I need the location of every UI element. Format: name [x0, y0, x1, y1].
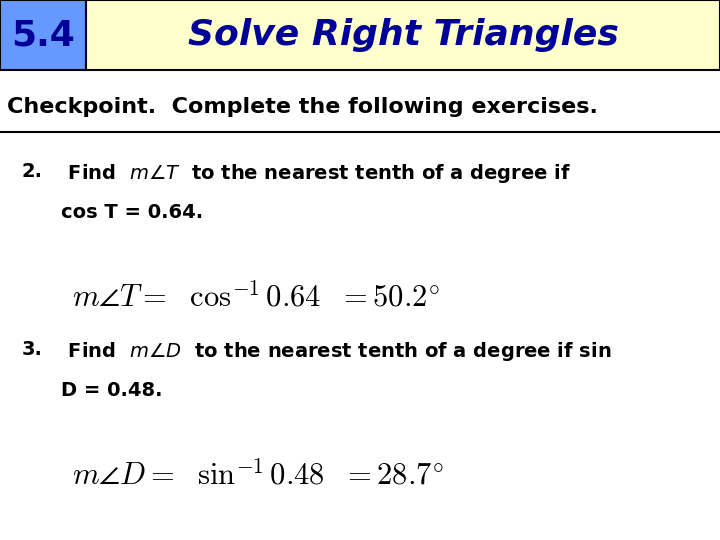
- Text: Checkpoint.  Complete the following exercises.: Checkpoint. Complete the following exerc…: [7, 97, 598, 117]
- Text: 3.: 3.: [22, 340, 42, 359]
- Text: cos T = 0.64.: cos T = 0.64.: [61, 202, 203, 221]
- FancyBboxPatch shape: [0, 0, 86, 70]
- Text: Find  $m\angle T$  to the nearest tenth of a degree if: Find $m\angle T$ to the nearest tenth of…: [61, 162, 572, 185]
- FancyBboxPatch shape: [86, 0, 720, 70]
- Text: $m\angle D = \ \ \sin^{-1} 0.48 \ \ = 28.7^{\circ}$: $m\angle D = \ \ \sin^{-1} 0.48 \ \ = 28…: [72, 459, 444, 490]
- Text: 5.4: 5.4: [12, 18, 75, 52]
- Text: D = 0.48.: D = 0.48.: [61, 381, 163, 400]
- Text: 2.: 2.: [22, 162, 42, 181]
- Text: $m\angle T = \ \ \cos^{-1} 0.64 \ \ = 50.2^{\circ}$: $m\angle T = \ \ \cos^{-1} 0.64 \ \ = 50…: [72, 281, 440, 312]
- Text: Find  $m\angle D$  to the nearest tenth of a degree if sin: Find $m\angle D$ to the nearest tenth of…: [61, 340, 612, 363]
- Text: Solve Right Triangles: Solve Right Triangles: [188, 18, 618, 52]
